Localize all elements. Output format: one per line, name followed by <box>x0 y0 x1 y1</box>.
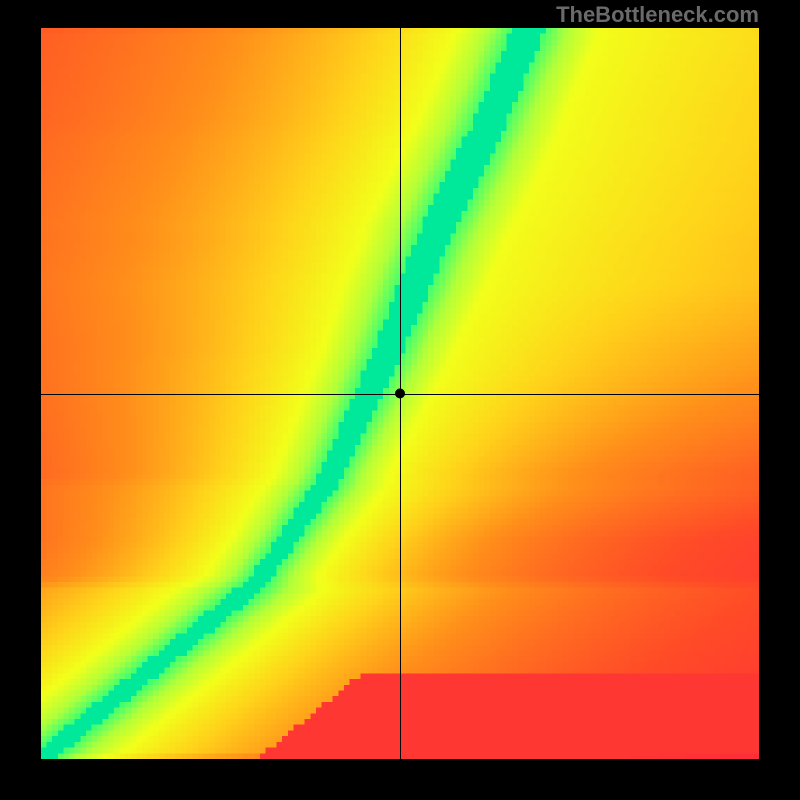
chart-container: { "watermark": { "text": "TheBottleneck.… <box>0 0 800 800</box>
crosshair-overlay <box>41 28 759 759</box>
watermark-text: TheBottleneck.com <box>556 2 759 28</box>
heatmap-plot <box>41 28 759 759</box>
